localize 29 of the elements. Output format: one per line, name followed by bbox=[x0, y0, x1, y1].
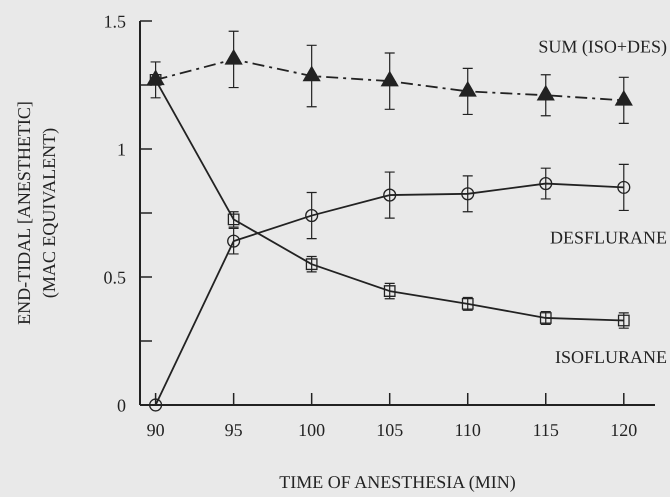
x-tick-label: 120 bbox=[610, 420, 638, 440]
point bbox=[461, 187, 474, 200]
y-axis-title: END-TIDAL [ANESTHETIC] (MAC EQUIVALENT) bbox=[14, 101, 59, 325]
point bbox=[225, 50, 242, 65]
x-axis-title: TIME OF ANESTHESIA (MIN) bbox=[279, 472, 516, 492]
y-tick-label: 1.5 bbox=[104, 11, 126, 32]
point bbox=[381, 71, 398, 86]
x-tick-label: 95 bbox=[224, 420, 243, 440]
x-tick-label: 110 bbox=[454, 420, 481, 440]
y-tick-label: 0.5 bbox=[104, 267, 126, 288]
point bbox=[539, 177, 552, 190]
point bbox=[537, 85, 554, 100]
text: DESFLURANE bbox=[550, 228, 667, 248]
point bbox=[617, 180, 630, 194]
point bbox=[303, 66, 320, 82]
point bbox=[227, 234, 240, 248]
x-tick-label: 105 bbox=[376, 420, 404, 440]
point bbox=[615, 90, 632, 106]
x-tick-label: 100 bbox=[298, 420, 326, 440]
y-tick-label: 1 bbox=[117, 139, 126, 160]
y-tick-label: 0 bbox=[117, 395, 126, 416]
point bbox=[459, 82, 476, 97]
point bbox=[149, 398, 162, 412]
series-label: ISOFLURANE bbox=[554, 346, 667, 367]
x-tick-label: 90 bbox=[146, 420, 165, 440]
series-label: SUM (ISO+DES) bbox=[538, 36, 667, 57]
point bbox=[383, 188, 396, 202]
x-tick-label: 115 bbox=[532, 420, 559, 440]
point bbox=[305, 209, 318, 222]
